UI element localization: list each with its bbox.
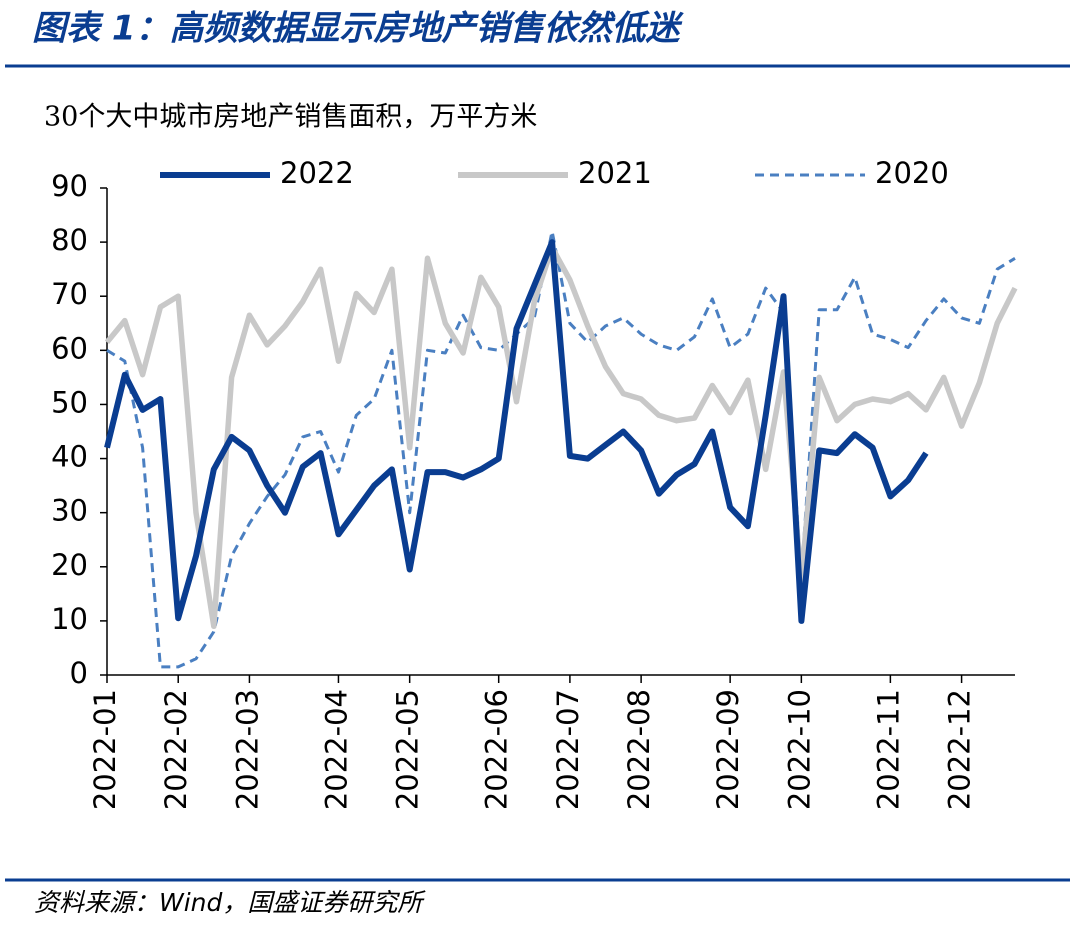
y-tick-label: 80	[51, 223, 88, 257]
legend-label: 2021	[578, 156, 652, 190]
y-tick-label: 70	[51, 277, 88, 311]
y-tick-label: 20	[51, 548, 88, 582]
x-tick-label: 2022-11	[871, 689, 905, 810]
source: 资料来源：Wind，国盛证券研究所	[34, 888, 426, 917]
x-tick-label: 2022-04	[319, 689, 353, 810]
x-tick-label: 2022-03	[230, 689, 264, 810]
y-tick-label: 90	[51, 169, 88, 203]
series-line	[104, 244, 1018, 630]
legend-label: 2020	[875, 156, 949, 190]
y-tick-label: 10	[51, 602, 88, 636]
series-line	[104, 239, 929, 624]
y-tick-label: 30	[51, 494, 88, 528]
x-tick-label: 2022-10	[782, 689, 816, 810]
x-tick-label: 2022-07	[551, 689, 585, 810]
x-tick-label: 2022-09	[711, 689, 745, 810]
x-tick-label: 2022-05	[391, 689, 425, 810]
series-line	[106, 229, 1016, 669]
x-tick-label: 2022-08	[622, 689, 656, 810]
y-tick-label: 40	[51, 440, 88, 474]
chart-title: 图表 1：高频数据显示房地产销售依然低迷	[32, 9, 684, 49]
x-tick-label: 2022-06	[480, 689, 514, 810]
x-tick-label: 2022-02	[159, 689, 193, 810]
y-tick-label: 60	[51, 331, 88, 365]
chart-subtitle: 30个大中城市房地产销售面积，万平方米	[44, 102, 537, 133]
legend-label: 2022	[280, 156, 354, 190]
y-tick-label: 50	[51, 385, 88, 419]
x-tick-label: 2022-12	[943, 689, 977, 810]
x-tick-label: 2022-01	[88, 689, 122, 810]
y-tick-label: 0	[70, 656, 88, 690]
